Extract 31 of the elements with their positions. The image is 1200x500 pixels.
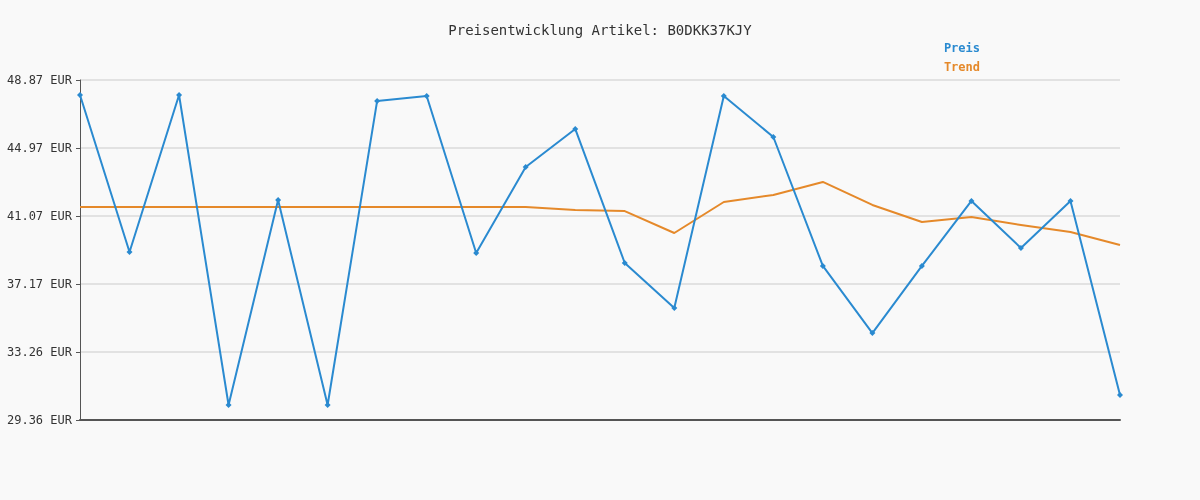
point	[968, 197, 975, 204]
point	[918, 262, 925, 269]
line-series	[79, 180, 1121, 247]
point	[423, 93, 430, 100]
point	[324, 402, 331, 409]
point	[770, 133, 777, 140]
text: Trend	[943, 60, 980, 74]
y-tick-label: 37.17 EUR	[6, 276, 73, 291]
point	[621, 259, 628, 266]
point	[1067, 197, 1074, 204]
point	[869, 330, 876, 337]
point	[126, 249, 133, 255]
chart-title: Preisentwicklung Artikel: B0DKK37KJY	[448, 22, 753, 38]
point	[225, 402, 232, 409]
point	[374, 97, 381, 104]
y-tick-label: 48.87 EUR	[6, 73, 73, 87]
point	[77, 91, 83, 98]
y-tick-label: 44.97 EUR	[6, 140, 73, 155]
point	[671, 304, 678, 311]
point	[572, 125, 579, 132]
point	[473, 250, 480, 257]
y-tick-label: 41.07 EUR	[6, 208, 73, 223]
point	[1117, 391, 1123, 398]
y-tick-label: 29.36 EUR	[6, 413, 73, 427]
point	[176, 91, 183, 98]
text: Preis	[943, 41, 980, 55]
point	[720, 93, 727, 100]
point	[522, 163, 529, 170]
y-tick-label: 33.26 EUR	[6, 345, 73, 360]
point	[819, 262, 826, 269]
point	[1017, 245, 1024, 251]
